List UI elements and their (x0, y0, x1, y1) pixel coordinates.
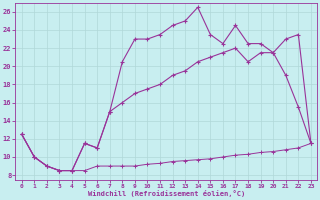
X-axis label: Windchill (Refroidissement éolien,°C): Windchill (Refroidissement éolien,°C) (88, 190, 245, 197)
